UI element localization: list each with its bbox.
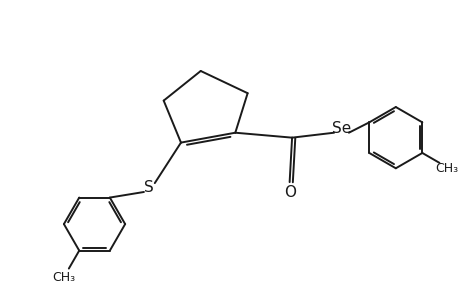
Text: CH₃: CH₃ xyxy=(52,271,75,284)
Text: O: O xyxy=(283,185,295,200)
Text: CH₃: CH₃ xyxy=(435,162,458,175)
Text: S: S xyxy=(144,179,153,194)
Text: Se: Se xyxy=(331,121,350,136)
